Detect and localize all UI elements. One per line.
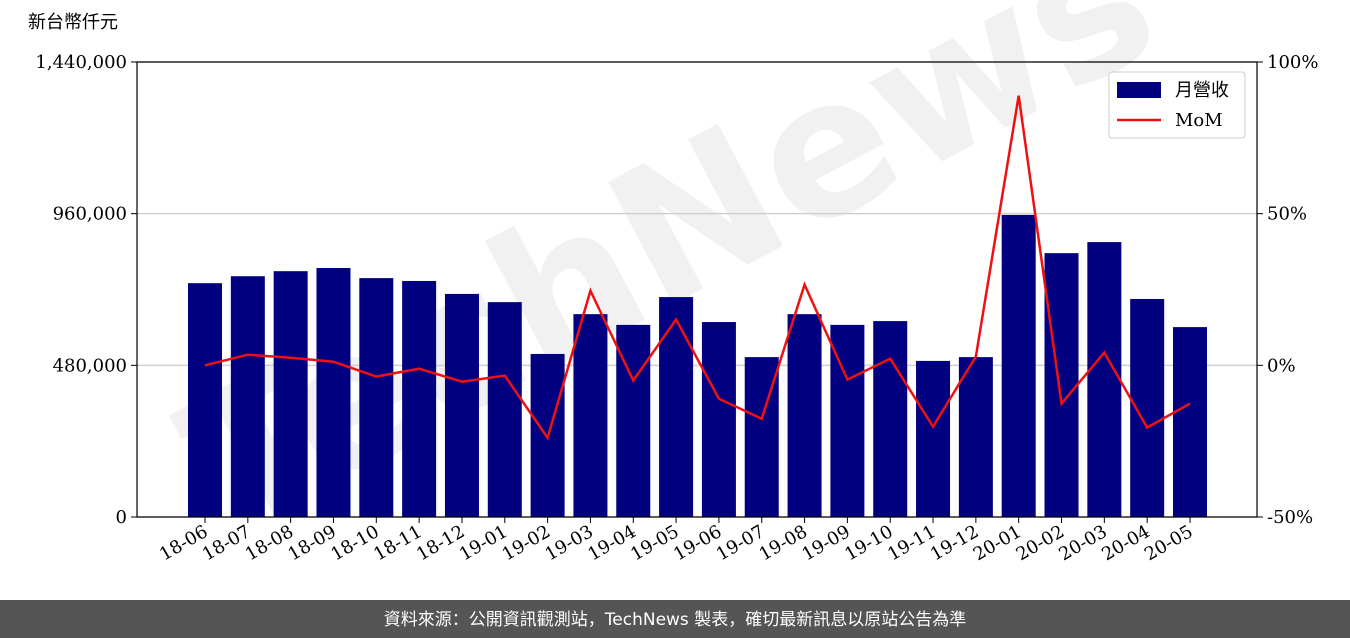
x-tick-label: 19-06 (670, 521, 725, 565)
x-tick-label: 19-11 (884, 521, 939, 565)
bar (873, 321, 908, 517)
bar (487, 302, 522, 517)
x-tick-label: 20-05 (1141, 521, 1196, 565)
bar (916, 360, 951, 517)
x-tick-label: 19-10 (841, 521, 896, 565)
x-tick-label: 18-11 (370, 521, 425, 565)
legend-label: 月營收 (1175, 80, 1229, 101)
y2-tick-label: 100% (1267, 52, 1318, 73)
bar (1087, 242, 1122, 517)
y2-tick-label: 50% (1267, 204, 1307, 225)
legend-swatch (1117, 82, 1161, 98)
x-tick-label: 19-04 (584, 521, 639, 565)
x-tick-label: 20-02 (1013, 521, 1068, 565)
y-tick-label: 480,000 (53, 355, 127, 376)
legend-label: MoM (1175, 110, 1223, 131)
x-tick-label: 19-05 (627, 521, 682, 565)
x-tick-label: 19-09 (798, 521, 853, 565)
x-tick-label: 19-02 (499, 521, 554, 565)
x-tick-label: 19-01 (456, 521, 511, 565)
bar (1001, 214, 1036, 518)
bar (573, 314, 608, 517)
bar (1044, 253, 1079, 517)
x-tick-label: 19-08 (756, 521, 811, 565)
bar (444, 293, 479, 517)
x-tick-label: 20-01 (970, 521, 1025, 565)
x-tick-label: 18-12 (413, 521, 468, 565)
y2-tick-label: 0% (1267, 355, 1296, 376)
x-tick-label: 19-12 (927, 521, 982, 565)
y-tick-label: 960,000 (53, 204, 127, 225)
bar (1173, 327, 1207, 517)
bar (230, 276, 265, 517)
x-tick-label: 18-06 (156, 521, 211, 565)
bar (787, 314, 822, 517)
x-tick-label: 19-03 (541, 521, 596, 565)
bar (188, 283, 222, 517)
y-tick-label: 1,440,000 (35, 52, 127, 73)
y-tick-label: 0 (116, 507, 127, 528)
y-axis-label: 新台幣仟元 (28, 12, 118, 33)
y2-tick-label: -50% (1267, 507, 1313, 528)
footer: 資料來源：公開資訊觀測站，TechNews 製表，確切最新訊息以原站公告為準 (384, 610, 966, 630)
x-tick-label: 20-04 (1098, 521, 1153, 565)
footer-bar (0, 600, 1350, 638)
x-tick-label: 20-03 (1055, 521, 1110, 565)
bar (316, 268, 351, 517)
plot-frame (136, 61, 1258, 518)
bar (402, 280, 437, 517)
bar (659, 297, 694, 517)
x-tick-label: 19-07 (713, 521, 768, 565)
bar (701, 322, 736, 517)
line (204, 95, 1191, 441)
bar (958, 357, 993, 517)
bar (359, 278, 394, 517)
bar (273, 271, 308, 517)
